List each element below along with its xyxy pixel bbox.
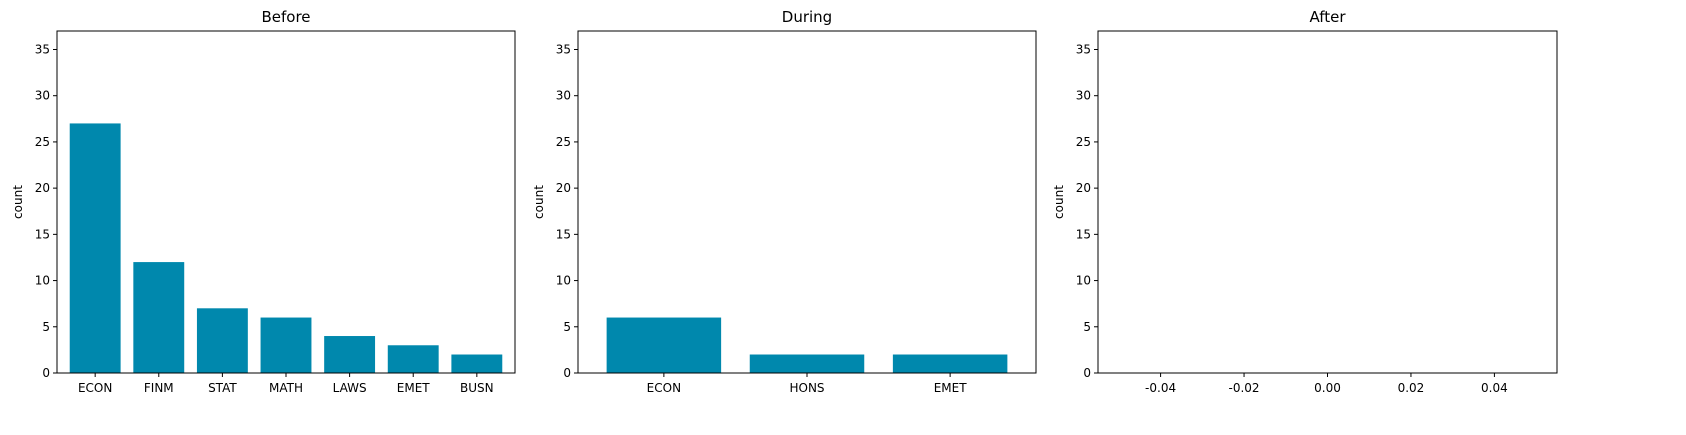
y-tick-label: 30 (35, 89, 50, 103)
y-tick-label: 30 (1076, 89, 1091, 103)
y-axis-label: count (532, 185, 546, 219)
bar-hons (749, 354, 865, 373)
x-tick-label: HONS (789, 381, 824, 395)
x-tick-label: MATH (269, 381, 303, 395)
y-axis-label: count (1052, 185, 1066, 219)
y-tick-label: 30 (556, 89, 571, 103)
axes-frame (56, 30, 516, 374)
y-tick-label: 15 (1076, 227, 1091, 241)
x-tick-label: 0.02 (1398, 381, 1425, 395)
y-tick-label: 15 (35, 227, 50, 241)
x-tick-label: ECON (78, 381, 112, 395)
chart-panel-after: After 0 5 10 15 20 25 30 35 count -0.04 -0.02 0.00 0.… (1052, 8, 1558, 395)
bar-stat (196, 308, 248, 373)
y-tick-label: 35 (556, 42, 571, 56)
y-tick-label: 0 (563, 366, 571, 380)
bar-emet (892, 354, 1008, 373)
bar-laws (324, 336, 376, 373)
y-tick-label: 5 (42, 320, 50, 334)
y-tick-label: 20 (35, 181, 50, 195)
y-tick-label: 10 (1076, 274, 1091, 288)
bar-busn (451, 354, 503, 373)
axes-frame (577, 30, 1037, 374)
x-tick-label: STAT (208, 381, 237, 395)
y-tick-label: 5 (1083, 320, 1091, 334)
y-tick-label: 5 (563, 320, 571, 334)
axes-frame (1097, 30, 1558, 374)
y-tick-label: 20 (556, 181, 571, 195)
bar-emet (387, 345, 439, 373)
y-axis-label: count (11, 185, 25, 219)
x-tick-label: LAWS (333, 381, 367, 395)
x-tick-label: -0.04 (1145, 381, 1176, 395)
x-tick-label: 0.00 (1314, 381, 1341, 395)
y-tick-label: 10 (35, 274, 50, 288)
y-tick-label: 25 (556, 135, 571, 149)
x-tick-label: FINM (144, 381, 174, 395)
y-tick-label: 15 (556, 227, 571, 241)
chart-title: After (1309, 8, 1346, 26)
y-tick-label: 0 (1083, 366, 1091, 380)
bar-econ (69, 123, 121, 373)
bar-econ (606, 317, 722, 373)
y-tick-label: 10 (556, 274, 571, 288)
chart-title: Before (261, 8, 310, 26)
chart-panel-during: During 0 5 10 15 20 25 30 35 count ECON HONS EMET (532, 8, 1037, 395)
x-tick-label: -0.02 (1229, 381, 1260, 395)
chart-panel-before: Before 0 5 10 15 20 25 30 35 count ECON FINM STAT MAT… (11, 8, 516, 395)
x-tick-label: BUSN (460, 381, 494, 395)
x-tick-label: ECON (647, 381, 681, 395)
bar-finm (133, 262, 185, 373)
x-tick-label: EMET (397, 381, 431, 395)
y-tick-label: 25 (35, 135, 50, 149)
chart-title: During (782, 8, 832, 26)
x-tick-label: EMET (934, 381, 968, 395)
bar-math (260, 317, 312, 373)
y-tick-label: 35 (1076, 42, 1091, 56)
y-tick-label: 20 (1076, 181, 1091, 195)
y-tick-label: 25 (1076, 135, 1091, 149)
y-tick-label: 35 (35, 42, 50, 56)
y-tick-label: 0 (42, 366, 50, 380)
x-tick-label: 0.04 (1481, 381, 1508, 395)
